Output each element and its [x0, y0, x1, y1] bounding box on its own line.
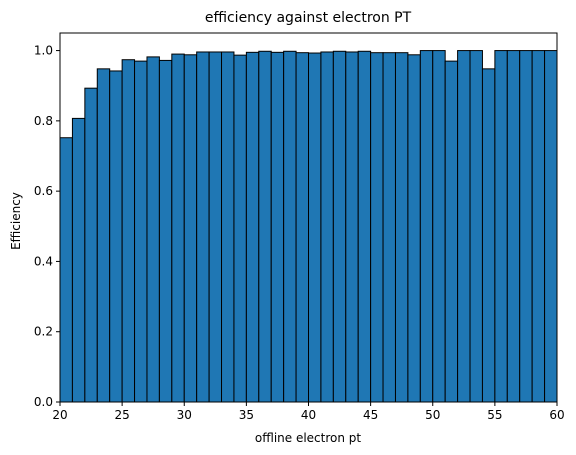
- histogram-bar-38: [531, 50, 546, 403]
- histogram-bar-32: [457, 50, 471, 403]
- histogram-bar-25: [370, 52, 384, 403]
- histogram-bar-21: [320, 51, 334, 403]
- x-tick-label: 45: [363, 408, 378, 422]
- x-tick-label: 50: [425, 408, 440, 422]
- histogram-bar-15: [245, 51, 260, 403]
- y-tick-label: 1.0: [34, 44, 53, 58]
- x-axis-ticks: 20 25 30 35 40 45 50 55 60: [52, 402, 565, 422]
- histogram-bar-33: [469, 50, 483, 403]
- histogram-bar-2: [84, 87, 98, 403]
- histogram-bar-28: [407, 54, 421, 403]
- y-tick-label: 0.4: [34, 254, 53, 268]
- histogram-bar-37: [519, 50, 533, 403]
- histogram-bar-29: [419, 50, 434, 403]
- y-axis-label: Efficiency: [9, 192, 23, 250]
- x-tick-label: 60: [549, 408, 564, 422]
- histogram-bar-24: [357, 50, 372, 403]
- histogram-bar-36: [506, 50, 521, 403]
- histogram-bar-8: [158, 59, 173, 403]
- histogram-bar-39: [544, 50, 558, 403]
- histogram-bar-19: [295, 52, 310, 403]
- histogram-bar-14: [233, 54, 247, 403]
- histogram-bar-11: [196, 51, 210, 403]
- x-tick-label: 30: [177, 408, 192, 422]
- x-tick-label: 40: [301, 408, 316, 422]
- histogram-bar-9: [171, 53, 185, 403]
- histogram-bar-7: [146, 56, 160, 403]
- histogram-bar-34: [481, 68, 496, 403]
- histogram-bar-5: [121, 59, 136, 403]
- x-axis-label: offline electron pt: [255, 431, 362, 445]
- histogram-bar-10: [183, 54, 198, 403]
- x-tick-label: 55: [487, 408, 502, 422]
- histogram-bar-4: [109, 70, 123, 403]
- histogram-bar-16: [258, 50, 272, 403]
- y-tick-label: 0.8: [34, 114, 53, 128]
- histogram-bar-23: [345, 51, 359, 403]
- histogram-bar-30: [432, 50, 446, 403]
- histogram-bar-35: [494, 50, 508, 403]
- histogram-bar-26: [382, 52, 396, 403]
- histogram-bar-22: [332, 50, 347, 403]
- histogram-bar-1: [71, 117, 86, 403]
- histogram-bar-0: [59, 137, 73, 403]
- histogram-bar-13: [221, 51, 235, 403]
- histogram-bar-18: [283, 50, 297, 403]
- bars-group: [59, 50, 558, 403]
- y-tick-label: 0.0: [34, 395, 53, 409]
- y-tick-label: 0.6: [34, 184, 53, 198]
- histogram-bar-27: [394, 52, 409, 403]
- plot-frame: [59, 32, 558, 403]
- y-tick-label: 0.2: [34, 325, 53, 339]
- histogram-bar-20: [308, 52, 322, 403]
- x-tick-label: 25: [114, 408, 129, 422]
- histogram-bar-31: [444, 60, 459, 403]
- histogram-bar-6: [134, 60, 148, 403]
- x-tick-label: 35: [239, 408, 254, 422]
- chart-title: efficiency against electron PT: [205, 10, 412, 26]
- histogram-bar-17: [270, 51, 285, 403]
- histogram-bar-3: [96, 68, 111, 403]
- histogram-bar-12: [208, 51, 223, 403]
- x-tick-label: 20: [52, 408, 67, 422]
- y-axis-ticks: 0.0 0.2 0.4 0.6 0.8 1.0: [34, 44, 60, 409]
